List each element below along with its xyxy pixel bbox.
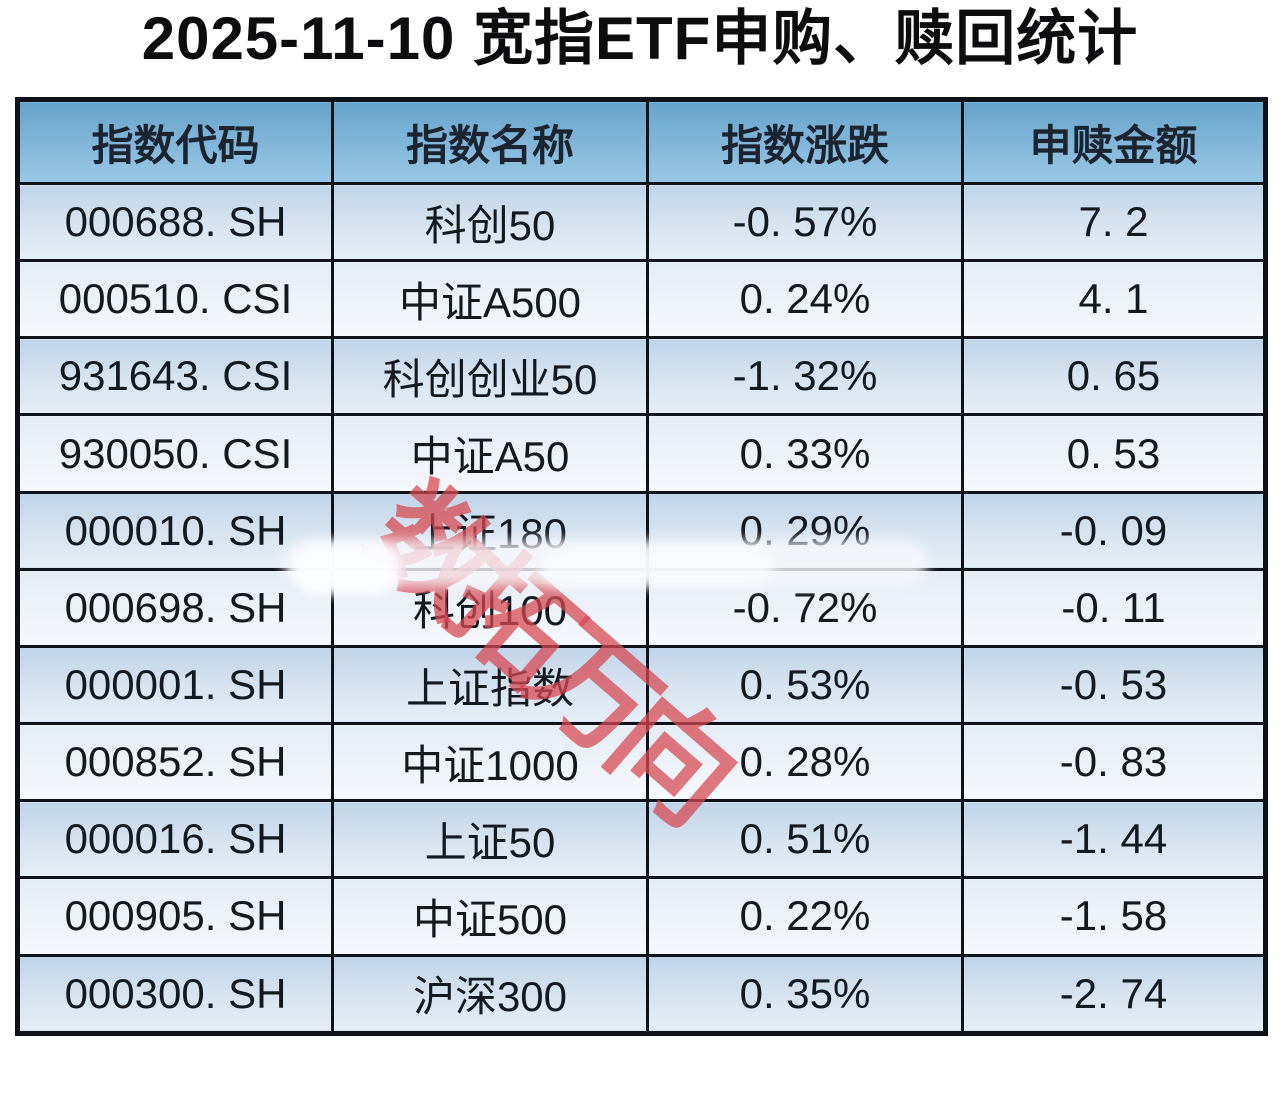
cell-index-name: 中证A50: [331, 413, 649, 494]
cell-index-name: 中证1000: [331, 722, 649, 803]
cell-index-change: -0. 57%: [646, 181, 964, 263]
cell-amount: -2. 74: [961, 953, 1267, 1036]
cell-index-change: -0. 72%: [646, 567, 964, 648]
cell-index-change: -1. 32%: [646, 336, 964, 417]
cell-index-name: 上证180: [331, 490, 649, 571]
cell-amount: -0. 09: [961, 490, 1267, 571]
cell-index-code: 000852. SH: [16, 722, 334, 803]
cell-index-change: 0. 28%: [646, 722, 964, 803]
cell-amount: -0. 83: [961, 722, 1267, 803]
cell-index-change: 0. 29%: [646, 490, 964, 571]
cell-index-change: 0. 53%: [646, 644, 964, 726]
cell-index-code: 930050. CSI: [16, 413, 334, 494]
col-header-index-name: 指数名称: [331, 98, 649, 185]
cell-amount: -1. 44: [961, 799, 1267, 880]
cell-amount: -0. 11: [961, 567, 1267, 648]
cell-index-code: 000016. SH: [16, 799, 334, 880]
cell-index-code: 000688. SH: [16, 181, 334, 263]
cell-amount: 0. 65: [961, 336, 1267, 417]
cell-amount: 4. 1: [961, 259, 1267, 340]
cell-amount: -0. 53: [961, 644, 1267, 726]
page-title: 2025-11-10 宽指ETF申购、赎回统计: [141, 5, 1139, 72]
table-row: 000852. SH 中证1000 0. 28% -0. 83: [16, 722, 1267, 803]
cell-index-change: 0. 51%: [646, 799, 964, 880]
col-header-index-code: 指数代码: [16, 98, 334, 185]
table-row: 000016. SH 上证50 0. 51% -1. 44: [16, 799, 1267, 880]
cell-index-change: 0. 35%: [646, 953, 964, 1036]
cell-index-code: 000001. SH: [16, 644, 334, 726]
cell-index-code: 000510. CSI: [16, 259, 334, 340]
cell-index-name: 科创50: [331, 181, 649, 263]
col-header-index-change: 指数涨跌: [646, 98, 964, 185]
cell-index-code: 000698. SH: [16, 567, 334, 648]
cell-index-code: 000300. SH: [16, 953, 334, 1036]
cell-index-name: 沪深300: [331, 953, 649, 1036]
cell-index-code: 931643. CSI: [16, 336, 334, 417]
cell-index-name: 上证50: [331, 799, 649, 880]
cell-index-code: 000905. SH: [16, 876, 334, 957]
table-row: 000001. SH 上证指数 0. 53% -0. 53: [16, 644, 1267, 726]
cell-index-change: 0. 22%: [646, 876, 964, 957]
cell-index-code: 000010. SH: [16, 490, 334, 571]
cell-index-change: 0. 24%: [646, 259, 964, 340]
table-row: 931643. CSI 科创创业50 -1. 32% 0. 65: [16, 336, 1267, 417]
cell-amount: 0. 53: [961, 413, 1267, 494]
cell-index-name: 科创创业50: [331, 336, 649, 417]
cell-index-name: 上证指数: [331, 644, 649, 726]
table-row: 000698. SH 科创100 -0. 72% -0. 11: [16, 567, 1267, 648]
table-row: 000688. SH 科创50 -0. 57% 7. 2: [16, 181, 1267, 263]
etf-stats-table: 指数代码 指数名称 指数涨跌 申赎金额 000688. SH 科创50 -0. 57…: [15, 97, 1268, 1036]
cell-amount: -1. 58: [961, 876, 1267, 957]
cell-index-name: 科创100: [331, 567, 649, 648]
table-row: 930050. CSI 中证A50 0. 33% 0. 53: [16, 413, 1267, 494]
table-row: 000510. CSI 中证A500 0. 24% 4. 1: [16, 259, 1267, 340]
col-header-amount: 申赎金额: [961, 98, 1267, 185]
cell-index-change: 0. 33%: [646, 413, 964, 494]
table-row: 000905. SH 中证500 0. 22% -1. 58: [16, 876, 1267, 957]
table-row: 000300. SH 沪深300 0. 35% -2. 74: [16, 953, 1267, 1036]
table-body: 000688. SH 科创50 -0. 57% 7. 2 000510. CSI 中证A5…: [16, 181, 1267, 1036]
cell-index-name: 中证500: [331, 876, 649, 957]
cell-amount: 7. 2: [961, 181, 1267, 263]
table-row: 000010. SH 上证180 0. 29% -0. 09: [16, 490, 1267, 571]
cell-index-name: 中证A500: [331, 259, 649, 340]
table-header-row: 指数代码 指数名称 指数涨跌 申赎金额: [16, 98, 1267, 185]
